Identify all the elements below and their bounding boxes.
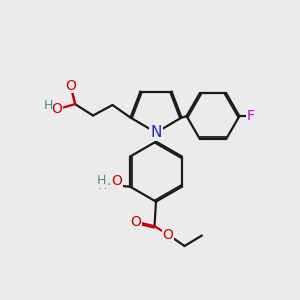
Text: O: O (65, 79, 76, 92)
Text: ·O: ·O (106, 178, 122, 192)
Text: O: O (51, 103, 62, 116)
Text: H: H (98, 178, 107, 192)
Text: O: O (163, 228, 173, 242)
Text: N: N (150, 125, 162, 140)
Text: H: H (97, 174, 106, 187)
Text: O: O (130, 215, 141, 229)
Text: O: O (111, 174, 122, 188)
Text: H: H (43, 100, 53, 112)
Text: F: F (247, 109, 255, 123)
